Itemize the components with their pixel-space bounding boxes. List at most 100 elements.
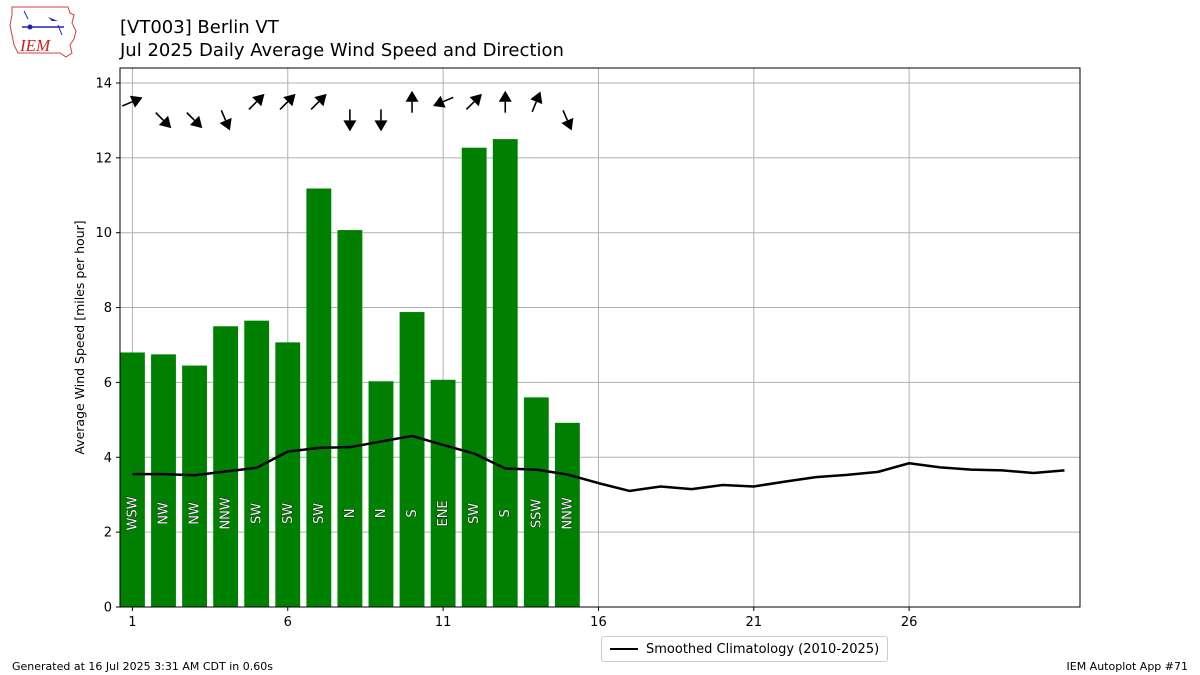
direction-arrow <box>498 90 512 113</box>
direction-arrow <box>465 93 482 111</box>
arrow-head <box>405 90 419 102</box>
arrow-head <box>252 93 265 107</box>
arrow-shaft <box>155 112 165 121</box>
arrow-shaft <box>310 101 320 111</box>
wind-bar <box>337 230 363 607</box>
direction-arrow <box>219 109 232 131</box>
wind-bar <box>523 397 549 607</box>
direction-arrow <box>374 109 388 132</box>
arrow-head <box>432 95 446 108</box>
x-tick-label: 16 <box>590 615 607 630</box>
arrow-head <box>129 95 143 108</box>
direction-label: S <box>405 509 420 517</box>
y-tick-label: 14 <box>95 76 112 91</box>
arrow-shaft <box>279 101 289 111</box>
direction-label: SW <box>281 503 296 524</box>
y-axis-label: Average Wind Speed [miles per hour] <box>72 220 87 454</box>
app-credit: IEM Autoplot App #71 <box>1066 660 1189 673</box>
iem-logo-icon: IEM <box>9 6 77 58</box>
arrow-shaft <box>248 101 258 111</box>
wind-bar <box>554 422 580 607</box>
direction-arrows <box>121 90 574 132</box>
chart-title-line-1: [VT003] Berlin VT <box>120 17 279 38</box>
x-tick-label: 1 <box>128 615 136 630</box>
direction-label: ENE <box>436 500 451 526</box>
y-tick-label: 4 <box>104 451 112 466</box>
direction-arrow <box>530 91 543 113</box>
y-tick-label: 8 <box>104 301 112 316</box>
x-tick-label: 6 <box>284 615 292 630</box>
arrow-head <box>158 115 172 129</box>
x-axis-ticks: 1 6 11 16 21 26 <box>128 607 917 630</box>
y-tick-label: 12 <box>95 151 112 166</box>
arrow-head <box>374 120 388 132</box>
arrow-shaft <box>220 109 227 121</box>
wind-bar <box>430 379 456 607</box>
arrow-head <box>343 120 357 132</box>
arrow-head <box>314 93 327 107</box>
x-tick-label: 26 <box>901 615 918 630</box>
y-tick-label: 6 <box>104 376 112 391</box>
direction-label: WSW <box>125 496 140 530</box>
wind-bar <box>275 342 301 607</box>
x-tick-label: 21 <box>746 615 763 630</box>
direction-arrow <box>561 109 574 131</box>
y-tick-label: 2 <box>104 526 112 541</box>
direction-arrow <box>405 90 419 113</box>
generated-timestamp: Generated at 16 Jul 2025 3:31 AM CDT in … <box>12 660 273 673</box>
wind-speed-bars <box>120 139 580 608</box>
arrow-head <box>561 117 574 131</box>
direction-label: NNW <box>560 497 575 529</box>
direction-label: N <box>343 509 358 519</box>
wind-bar <box>306 188 332 608</box>
direction-label: SSW <box>529 499 544 529</box>
direction-label: N <box>374 509 389 519</box>
direction-label: SW <box>250 503 265 524</box>
direction-arrow <box>186 112 203 129</box>
arrow-shaft <box>186 112 196 121</box>
plot-frame <box>119 67 1081 608</box>
wind-bar <box>151 354 176 607</box>
arrow-shaft <box>442 96 454 103</box>
direction-arrow <box>343 109 357 132</box>
chart-title-line-2: Jul 2025 Daily Average Wind Speed and Di… <box>120 40 564 61</box>
wind-bar <box>213 326 239 607</box>
wind-bar <box>368 381 394 607</box>
climatology-series-line <box>132 434 1065 493</box>
direction-labels: WSW NW NW NNW SW SW SW N N S ENE SW S SSW NNW <box>125 496 576 531</box>
direction-label: NW <box>156 502 171 525</box>
direction-arrow <box>310 93 327 111</box>
direction-arrow <box>432 95 454 108</box>
iem-logo-text: IEM <box>19 36 51 55</box>
y-tick-label: 10 <box>95 226 112 241</box>
x-tick-label: 11 <box>435 615 452 630</box>
direction-label: NW <box>188 502 203 525</box>
arrow-shaft <box>121 100 133 107</box>
direction-label: NNW <box>219 497 234 529</box>
wind-bar <box>182 365 207 607</box>
direction-label: SW <box>312 503 327 524</box>
wind-bar <box>461 147 487 607</box>
legend-line-swatch <box>610 648 638 650</box>
arrow-head <box>189 115 203 129</box>
legend-label: Smoothed Climatology (2010-2025) <box>646 641 880 657</box>
y-tick-label: 0 <box>104 601 112 616</box>
arrow-shaft <box>562 109 569 121</box>
arrow-head <box>283 93 296 107</box>
arrow-shaft <box>531 101 538 113</box>
wind-bar <box>120 352 145 607</box>
arrow-head <box>469 93 482 107</box>
arrow-head <box>530 91 543 105</box>
direction-label: S <box>498 509 513 517</box>
direction-arrow <box>155 112 172 129</box>
chart-legend: Smoothed Climatology (2010-2025) <box>601 636 889 662</box>
arrow-head <box>498 90 512 102</box>
direction-arrow <box>248 93 265 111</box>
y-axis-ticks: 0 2 4 6 8 10 12 14 <box>95 76 120 616</box>
direction-arrow <box>279 93 296 111</box>
direction-label: SW <box>467 503 482 524</box>
climatology-line <box>132 434 1065 493</box>
direction-arrow <box>121 95 143 108</box>
arrow-shaft <box>465 101 475 111</box>
